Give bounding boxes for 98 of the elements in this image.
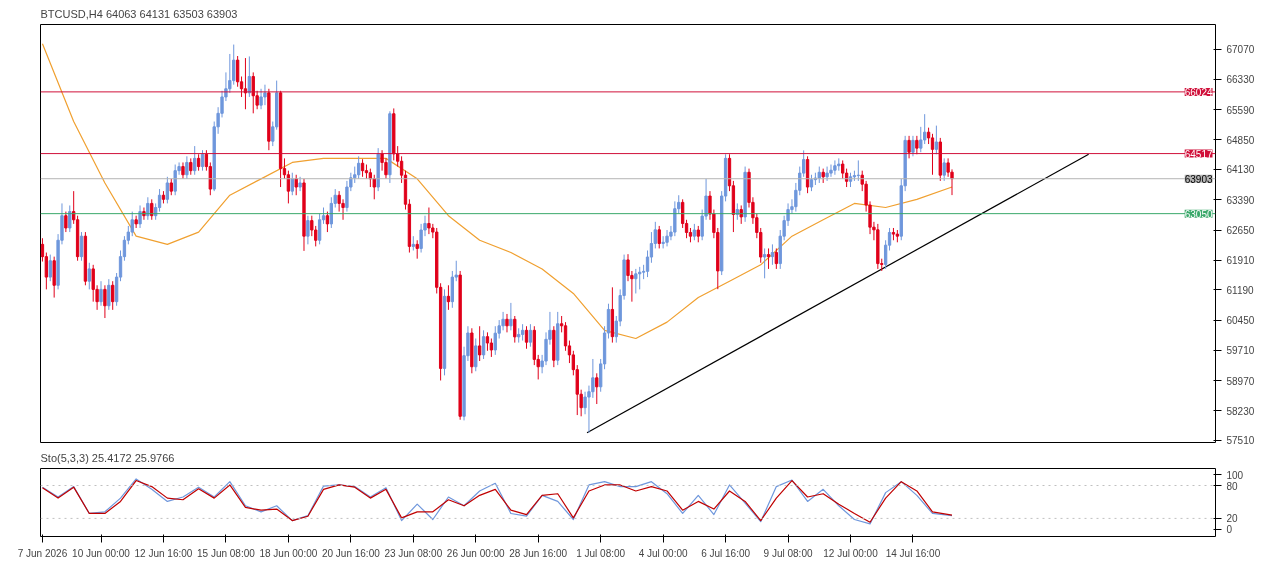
candlestick (317, 213, 322, 245)
line-series (41, 43, 953, 340)
x-tick-label: 9 Jul 08:00 (763, 547, 813, 559)
candlestick (923, 113, 927, 145)
candlestick (193, 145, 197, 176)
candlestick (665, 229, 669, 247)
candlestick (595, 372, 599, 405)
y-tick-label: 64130 (1226, 164, 1255, 176)
x-tick-label: 4 Jul 00:00 (638, 547, 689, 559)
candlestick (934, 125, 939, 155)
candlestick (563, 321, 568, 352)
candlestick (173, 164, 177, 196)
candlestick (489, 338, 494, 358)
x-tick-label: 28 Jun 16:00 (509, 547, 568, 559)
y-tick-label: 65590 (1226, 104, 1255, 116)
candlestick (259, 88, 263, 110)
y-tick-label: 59710 (1226, 345, 1255, 357)
candlestick (505, 313, 509, 333)
y-tick-label: 20 (1226, 513, 1239, 525)
x-tick-label: 18 Jun 00:00 (259, 547, 318, 559)
candlestick (930, 133, 935, 176)
candlestick (770, 243, 775, 266)
candlestick (99, 280, 103, 307)
candlestick (657, 225, 661, 249)
x-tick-label: 12 Jul 00:00 (823, 547, 879, 559)
candlestick (911, 135, 915, 157)
candlestick (774, 247, 779, 270)
ref-line-label: 63903 (1184, 173, 1213, 185)
candlestick (856, 159, 860, 182)
candlestick (64, 211, 68, 233)
x-tick-label: 10 Jun 00:00 (72, 547, 131, 559)
candlestick (415, 239, 419, 260)
x-tick-label: 14 Jul 16:00 (885, 547, 941, 559)
ref-line-label: 64517 (1184, 148, 1213, 160)
candlestick (68, 204, 72, 233)
x-tick-label: 6 Jul 16:00 (701, 547, 751, 559)
y-tick-label: 67070 (1226, 44, 1255, 56)
x-tick-label: 1 Jul 08:00 (576, 547, 626, 559)
chart-title: BTCUSD,H4 64063 64131 63503 63903 (40, 7, 238, 20)
y-tick-label: 61910 (1226, 255, 1255, 267)
candlestick (48, 254, 52, 282)
candlestick (833, 159, 837, 176)
candlestick (306, 215, 310, 245)
y-tick-label: 62650 (1226, 225, 1255, 237)
candlestick (251, 71, 255, 114)
candlestick (134, 215, 138, 229)
candlestick (294, 174, 298, 196)
candlestick (907, 135, 911, 159)
candlestick (915, 135, 919, 155)
candlestick (762, 247, 767, 279)
candlestick (263, 84, 267, 106)
candlestick (111, 280, 115, 311)
y-tick-label: 66330 (1226, 74, 1255, 86)
candlestick (87, 262, 91, 290)
candlestick (146, 196, 150, 221)
y-tick-label: 100 (1226, 469, 1244, 481)
candlestick (942, 157, 946, 182)
chart-title: Sto(5,3,3) 25.4172 25.9766 (40, 451, 175, 464)
candlestick (825, 166, 829, 182)
candlestick (474, 338, 478, 372)
y-tick-label: 0 (1226, 524, 1233, 536)
x-tick-label: 15 Jun 08:00 (197, 547, 256, 559)
candlestick (103, 284, 107, 319)
candlestick (107, 278, 111, 311)
candlestick (232, 44, 236, 86)
candlestick (298, 176, 302, 192)
y-tick-label: 63390 (1226, 194, 1255, 206)
candlestick (634, 268, 638, 294)
y-tick-label: 58230 (1226, 405, 1255, 417)
x-tick-label: 26 Jun 00:00 (446, 547, 506, 559)
x-tick-label: 7 Jun 2026 (17, 547, 68, 559)
y-tick-label: 80 (1226, 480, 1239, 492)
y-tick-label: 57510 (1226, 435, 1255, 447)
y-tick-label: 60450 (1226, 315, 1255, 327)
candlestick (290, 172, 294, 196)
candlestick (829, 164, 833, 178)
candlestick (638, 266, 642, 290)
candlestick (427, 207, 431, 235)
candlestick (485, 331, 490, 352)
candlestick (235, 55, 240, 88)
candlestick (325, 211, 330, 233)
candlestick (493, 325, 497, 356)
candlestick (446, 284, 451, 311)
candlestick (509, 302, 513, 331)
y-tick-label: 64850 (1226, 134, 1255, 146)
candlestick (477, 325, 482, 362)
candlestick (766, 247, 771, 270)
y-tick-label: 61190 (1226, 284, 1254, 296)
x-tick-label: 23 Jun 08:00 (384, 547, 443, 559)
candlestick (513, 315, 517, 344)
candlestick (481, 329, 486, 360)
ref-line-label: 66024 (1184, 86, 1213, 98)
x-tick-label: 12 Jun 16:00 (134, 547, 193, 559)
y-tick-label: 58970 (1226, 375, 1255, 387)
candlestick (185, 155, 189, 180)
ref-line-label: 63050 (1184, 208, 1213, 220)
candlestick (142, 207, 146, 221)
x-tick-label: 20 Jun 16:00 (321, 547, 381, 559)
